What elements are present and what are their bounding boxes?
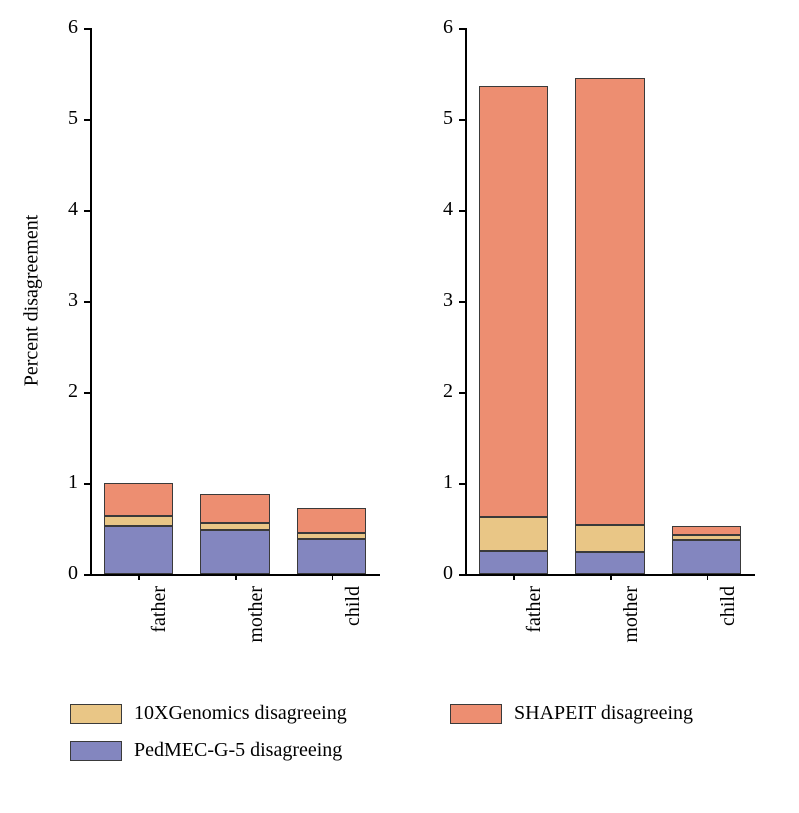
figure-root: Percent disagreement 0 1 2 3 4 5 6 father mother… <box>0 0 799 813</box>
bar-left-father-shapeit <box>104 483 174 516</box>
bar-left-child-shapeit <box>297 508 367 533</box>
bar-right-mother-pedmec <box>575 552 645 574</box>
y-tick <box>459 392 465 394</box>
x-tick-label: father <box>148 586 171 686</box>
bar-right-father-pedmec <box>479 551 549 574</box>
bar-left-father-tenx <box>104 516 174 526</box>
y-tick-label: 1 <box>50 471 78 494</box>
x-tick-label: mother <box>245 586 268 686</box>
y-tick-label: 3 <box>50 289 78 312</box>
y-tick <box>459 574 465 576</box>
bar-left-father-pedmec <box>104 526 174 574</box>
legend-label: 10XGenomics disagreeing <box>134 702 347 725</box>
y-axis <box>465 28 467 574</box>
legend: SHAPEIT disagreeing <box>450 702 693 739</box>
y-tick <box>84 392 90 394</box>
x-tick <box>707 574 709 580</box>
y-tick <box>84 574 90 576</box>
y-tick <box>84 301 90 303</box>
legend-label: SHAPEIT disagreeing <box>514 702 693 725</box>
y-tick <box>459 28 465 30</box>
y-tick <box>84 210 90 212</box>
legend-swatch <box>70 741 122 761</box>
bar-left-mother-shapeit <box>200 494 270 523</box>
bar-right-child-tenx <box>672 535 742 540</box>
y-tick-label: 4 <box>425 198 453 221</box>
legend-item: 10XGenomics disagreeing <box>70 702 347 725</box>
bar-right-father-shapeit <box>479 86 549 516</box>
y-tick <box>84 119 90 121</box>
y-tick-label: 4 <box>50 198 78 221</box>
y-tick-label: 0 <box>50 562 78 585</box>
y-tick-label: 6 <box>50 16 78 39</box>
y-tick-label: 5 <box>50 107 78 130</box>
y-tick-label: 3 <box>425 289 453 312</box>
x-tick <box>235 574 237 580</box>
y-tick <box>84 28 90 30</box>
y-tick-label: 0 <box>425 562 453 585</box>
y-tick <box>459 119 465 121</box>
legend-swatch <box>70 704 122 724</box>
y-axis-label: Percent disagreement <box>21 201 44 401</box>
legend-swatch <box>450 704 502 724</box>
legend-item: PedMEC-G-5 disagreeing <box>70 739 347 762</box>
y-axis <box>90 28 92 574</box>
x-tick-label: child <box>342 586 365 686</box>
bar-right-child-shapeit <box>672 526 742 535</box>
bar-right-mother-shapeit <box>575 78 645 525</box>
x-tick-label: father <box>523 586 546 686</box>
bar-right-father-tenx <box>479 517 549 552</box>
y-tick <box>459 483 465 485</box>
y-tick-label: 2 <box>50 380 78 403</box>
bar-right-child-pedmec <box>672 540 742 574</box>
bar-left-mother-tenx <box>200 523 270 530</box>
x-tick-label: mother <box>620 586 643 686</box>
y-tick-label: 1 <box>425 471 453 494</box>
y-tick-label: 6 <box>425 16 453 39</box>
legend: 10XGenomics disagreeing PedMEC-G-5 disagr… <box>70 702 347 776</box>
y-tick-label: 2 <box>425 380 453 403</box>
y-tick <box>459 210 465 212</box>
x-tick <box>610 574 612 580</box>
legend-item: SHAPEIT disagreeing <box>450 702 693 725</box>
bar-left-child-pedmec <box>297 539 367 574</box>
y-tick <box>459 301 465 303</box>
y-tick-label: 5 <box>425 107 453 130</box>
x-tick <box>332 574 334 580</box>
x-tick <box>513 574 515 580</box>
y-tick <box>84 483 90 485</box>
x-tick <box>138 574 140 580</box>
x-tick-label: child <box>717 586 740 686</box>
bar-right-mother-tenx <box>575 525 645 552</box>
legend-label: PedMEC-G-5 disagreeing <box>134 739 342 762</box>
bar-left-mother-pedmec <box>200 530 270 574</box>
bar-left-child-tenx <box>297 533 367 539</box>
